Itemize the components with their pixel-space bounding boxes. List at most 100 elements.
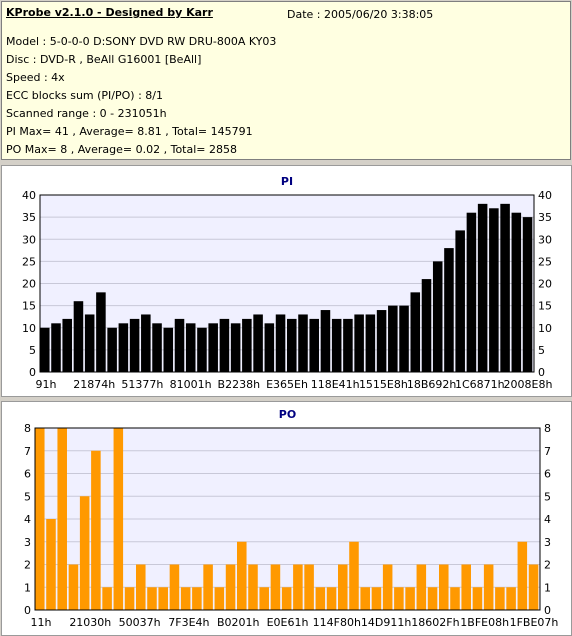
data-bar [522,217,533,373]
x-tick-label: 51377h [121,378,163,391]
data-bar [371,587,382,610]
data-bar [237,541,247,610]
plot-frame [39,194,535,373]
data-bar [136,564,146,610]
data-bar [365,314,376,372]
x-tick-label: 7F3E4h [168,616,209,629]
data-bar [450,587,460,610]
data-bar [185,323,196,372]
y-tick-label-right: 3 [544,536,551,549]
data-bar [147,587,157,610]
data-bar [225,564,236,610]
y-tick-label-left: 35 [22,211,36,224]
data-bar [489,208,499,372]
data-bar [96,292,106,372]
data-bar [287,318,297,372]
y-tick-label-left: 5 [29,344,36,357]
chart-title: PI [281,175,293,188]
data-bar [331,318,342,372]
x-tick-label: 81001h [170,378,212,391]
data-bar [102,587,112,610]
app-title: KProbe v2.1.0 - Designed by Karr [6,6,213,19]
y-tick-label-right: 1 [544,581,551,594]
data-bar [174,318,185,372]
data-bar [405,587,415,610]
data-bar [35,428,45,610]
data-bar [180,587,191,610]
y-tick-label-left: 5 [24,490,31,503]
data-bar [432,261,443,373]
y-tick-label-left: 30 [22,233,36,246]
data-bar [483,564,494,610]
data-bar [91,450,101,610]
info-speed: Speed : 4x [6,71,65,84]
y-tick-label-right: 30 [538,233,552,246]
data-bar [455,230,465,372]
y-tick-label-left: 7 [24,445,31,458]
data-bar [57,428,67,610]
data-bar [264,323,275,372]
po-chart: PO 0 0 1 1 2 2 3 3 4 4 5 5 6 6 7 7 8 8 11h 21030h 50037h 7F3E4… [24,408,559,629]
data-bar [298,314,308,372]
data-bar [253,314,263,372]
y-tick-label-right: 10 [538,322,552,335]
data-bar [141,314,151,372]
data-bar [293,564,303,610]
data-bar [461,564,471,610]
x-tick-label: 118E41h [311,378,360,391]
data-bar [40,327,50,372]
data-bar [158,587,168,610]
data-bar [270,564,281,610]
x-tick-label: E365Eh [266,378,308,391]
x-tick-label: 1515E8h [359,378,408,391]
y-tick-label-right: 6 [544,468,551,481]
y-tick-label-right: 2 [544,559,551,572]
data-bar [416,564,427,610]
y-tick-label-left: 1 [24,581,31,594]
data-bar [466,212,477,372]
data-bar [343,318,353,372]
y-tick-label-left: 3 [24,536,31,549]
data-bar [51,323,61,372]
data-bar [214,587,225,610]
x-tick-label: 2008E8h [504,378,553,391]
data-bar [382,564,393,610]
data-bar [169,564,180,610]
info-pi-stats: PI Max= 41 , Average= 8.81 , Total= 1457… [6,125,253,138]
x-tick-label: 1FBE07h [510,616,559,629]
x-tick-label: 91h [36,378,57,391]
data-bar [338,564,348,610]
data-bar [472,587,483,610]
data-bar [107,327,117,372]
info-scanned-range: Scanned range : 0 - 231051h [6,107,167,120]
data-bar [511,212,522,372]
y-tick-label-right: 8 [544,422,551,435]
pi-chart: PI 0 0 5 5 10 10 15 15 20 20 25 25 30 30 35 35 40 40 91h 218… [22,175,553,391]
y-tick-label-right: 25 [538,255,552,268]
data-bar [309,318,319,372]
data-bar [230,323,241,372]
y-tick-label-right: 40 [538,189,552,202]
x-tick-label: B0201h [217,616,260,629]
y-tick-label-right: 15 [538,300,552,313]
data-bar [259,587,269,610]
info-panel: KProbe v2.1.0 - Designed by Karr Date : … [1,1,571,160]
data-bar [500,203,510,372]
data-bar [219,318,230,372]
plot-frame [34,427,541,611]
data-bar [84,314,95,372]
info-po-stats: PO Max= 8 , Average= 0.02 , Total= 2858 [6,143,237,156]
data-bar [248,564,258,610]
data-bar [495,587,505,610]
data-bar [349,541,359,610]
data-bar [208,323,218,372]
data-bar [354,314,364,372]
data-bar [192,587,202,610]
y-tick-label-right: 5 [544,490,551,503]
y-tick-label-right: 5 [538,344,545,357]
y-tick-label-left: 0 [29,366,36,379]
x-tick-label: 1C6871h [455,378,505,391]
y-tick-label-right: 4 [544,513,551,526]
data-bar [477,203,488,372]
pi-chart-panel: PI 0 0 5 5 10 10 15 15 20 20 25 25 30 30 35 35 40 40 91h 218… [1,165,572,397]
